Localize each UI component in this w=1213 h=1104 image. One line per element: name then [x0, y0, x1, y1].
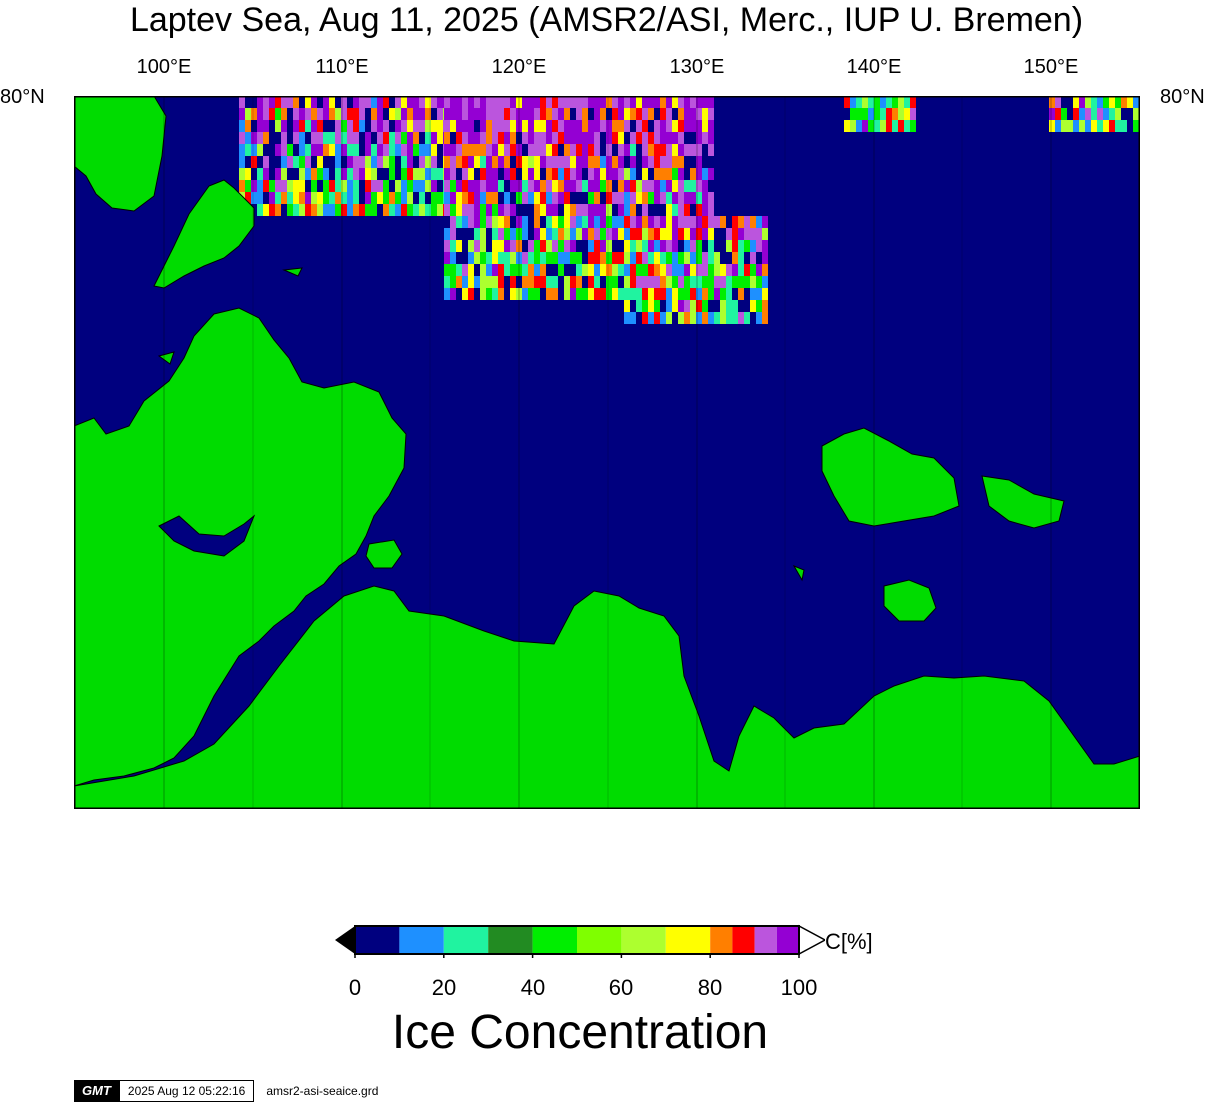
small-island-1: [883, 579, 937, 622]
colorbar-frame: [354, 925, 800, 955]
bay-coast: [158, 514, 256, 557]
land-masses: [74, 96, 1140, 809]
lon-label-top: 110°E: [315, 56, 369, 78]
colorbar-cell: [754, 926, 777, 954]
small-island-2: [365, 539, 403, 569]
colorbar-cell: [732, 926, 755, 954]
colorbar-tick-label: 80: [697, 975, 723, 1000]
lon-label-top: 100°E: [136, 56, 192, 78]
lon-label-top: 130°E: [669, 56, 725, 78]
siberian-mainland: [74, 585, 1140, 809]
colorbar-cell: [577, 926, 622, 954]
colorbar-cell: [710, 926, 733, 954]
colorbar-cell: [665, 926, 711, 954]
colorbar-cell: [621, 926, 666, 954]
kotelny-island: [821, 427, 960, 527]
lon-label-top: 140°E: [846, 56, 902, 78]
colorbar-cell: [776, 926, 799, 954]
colorbar-title: Ice Concentration: [391, 1006, 769, 1059]
lat-label-left: 80°N: [0, 86, 45, 108]
colorbar-cell: [532, 926, 577, 954]
gmt-logo: GMT: [74, 1080, 119, 1102]
colorbar-cell: [443, 926, 489, 954]
colorbar: [335, 924, 825, 958]
meridian-lines: [163, 96, 1052, 809]
map-title: Laptev Sea, Aug 11, 2025 (AMSR2/ASI, Mer…: [129, 1, 1084, 39]
colorbar-ticks: [354, 954, 800, 958]
colorbar-tick-label: 20: [431, 975, 457, 1000]
colorbar-under-triangle: [335, 926, 355, 954]
islet-c: [792, 565, 805, 582]
lat-label-right: 80°N: [1160, 86, 1205, 108]
sea-ice-field: [239, 96, 1140, 324]
map-frame: [74, 96, 1140, 809]
timestamp: 2025 Aug 12 05:22:16: [118, 1080, 255, 1102]
ice-concentration-map: [74, 96, 1140, 809]
colorbar-unit: C[%]: [825, 929, 873, 954]
colorbar-tick-label: 100: [780, 975, 818, 1000]
footer: GMT 2025 Aug 12 05:22:16 amsr2-asi-seaic…: [74, 1080, 378, 1102]
new-siberia-island: [981, 475, 1065, 529]
islet-b: [282, 267, 303, 277]
islet-a: [157, 351, 175, 365]
grid-file-name: amsr2-asi-seaice.grd: [266, 1084, 379, 1098]
colorbar-tick-label: 60: [608, 975, 634, 1000]
colorbar-tick-label: 0: [348, 975, 362, 1000]
colorbar-cell: [355, 926, 400, 954]
taymyr-landmass: [74, 307, 407, 787]
colorbar-cell: [399, 926, 444, 954]
northwest-island: [74, 96, 167, 212]
colorbar-cell: [488, 926, 533, 954]
lon-label-top: 120°E: [491, 56, 547, 78]
colorbar-tick-label: 40: [520, 975, 546, 1000]
colorbar-cells: [355, 926, 799, 954]
colorbar-over-triangle: [798, 924, 825, 956]
severnaya-zemlya: [153, 179, 255, 289]
lon-label-top: 150°E: [1023, 56, 1079, 78]
